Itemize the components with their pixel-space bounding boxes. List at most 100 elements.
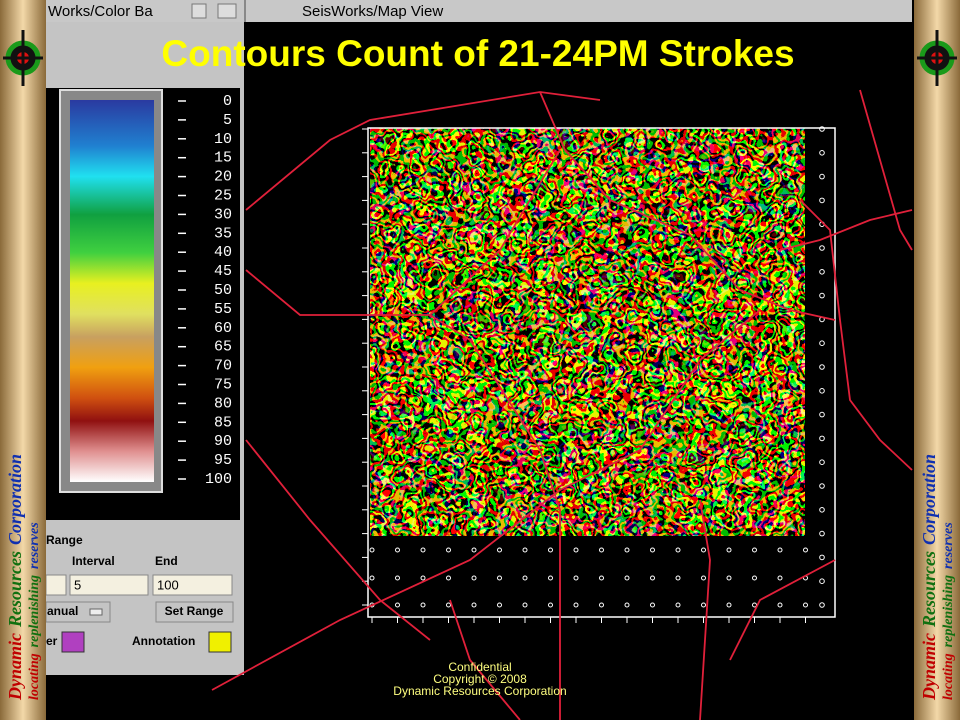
interval-label: Interval xyxy=(72,554,115,568)
range-heading: Range xyxy=(46,533,83,547)
color-bar-label: 90 xyxy=(214,433,232,450)
grid-dot xyxy=(752,575,757,581)
window-button[interactable] xyxy=(191,3,207,19)
set-range-button[interactable] xyxy=(155,601,234,623)
color-bar xyxy=(70,100,154,482)
grid-dot xyxy=(701,602,706,608)
grid-dot xyxy=(752,547,757,553)
grid-dot xyxy=(650,547,655,553)
grid-dot xyxy=(522,547,528,553)
color-bar-label: 5 xyxy=(223,112,232,129)
color-bar-label: 15 xyxy=(214,150,232,167)
boundary-line xyxy=(245,269,561,720)
boundary-line xyxy=(539,91,836,321)
grid-dot xyxy=(624,602,630,608)
footer-line: Confidential xyxy=(448,660,511,674)
grid-dot xyxy=(777,547,783,553)
side-banner xyxy=(914,0,960,720)
grid-dot xyxy=(701,575,706,581)
grid-dot xyxy=(369,575,375,581)
color-bar-label: 25 xyxy=(214,187,232,204)
slide-title: Contours Count of 21-24PM Strokes xyxy=(161,33,794,74)
grid-dot xyxy=(599,547,604,553)
grid-dot xyxy=(624,547,630,553)
boundary-line xyxy=(449,599,521,720)
boundary-line xyxy=(859,89,913,251)
color-bar-label: 20 xyxy=(214,169,232,186)
grid-dot xyxy=(726,602,732,608)
window-title: Works/Color Ba xyxy=(48,3,153,20)
grid-dot xyxy=(573,575,579,581)
banner-text: locating replenishing reserves xyxy=(27,522,42,700)
boundary-line xyxy=(729,559,836,661)
grid-dot xyxy=(471,602,477,608)
grid-dot xyxy=(803,602,808,608)
grid-dot xyxy=(819,507,825,513)
grid-dot xyxy=(650,602,655,608)
start-input[interactable] xyxy=(45,574,67,596)
grid-dot xyxy=(803,547,808,553)
grid-dot xyxy=(369,547,375,553)
grid-dot xyxy=(471,547,477,553)
banner-word: Resources xyxy=(5,551,25,628)
grid-dot xyxy=(446,575,451,581)
boundary-line xyxy=(245,439,431,641)
end-input[interactable] xyxy=(152,574,233,596)
grid-dot xyxy=(726,575,732,581)
grid-dot xyxy=(446,547,451,553)
grid-dot xyxy=(573,547,579,553)
banner-word: Resources xyxy=(919,551,939,628)
grid-dot xyxy=(675,575,681,581)
color-bar-label: 0 xyxy=(223,93,232,110)
interval-value: 5 xyxy=(74,577,81,592)
color-bar-label: 60 xyxy=(214,320,232,337)
color-bar-label: 70 xyxy=(214,358,232,375)
divider xyxy=(244,0,246,22)
grid-dot xyxy=(819,388,825,394)
banner-text: Dynamic Resources Corporation xyxy=(919,454,939,701)
end-label: End xyxy=(155,554,178,568)
color-bar-label: 10 xyxy=(214,131,232,148)
color-bar-label: 75 xyxy=(214,376,232,393)
color-bar-label: 35 xyxy=(214,225,232,242)
color-label: er xyxy=(46,634,58,648)
color-bar-label: 40 xyxy=(214,244,232,261)
annotation-swatch[interactable] xyxy=(208,631,232,653)
banner-word: locating xyxy=(27,653,42,700)
boundary-line xyxy=(429,149,561,316)
grid-dot xyxy=(599,602,604,608)
grid-dot xyxy=(522,602,528,608)
grid-dot xyxy=(819,150,825,156)
side-banner xyxy=(0,0,46,720)
banner-word: reserves xyxy=(27,522,42,569)
grid-dot xyxy=(819,269,825,275)
grid-dot xyxy=(819,578,825,585)
grid-dot xyxy=(395,575,400,581)
color-bar-label: 45 xyxy=(214,263,232,280)
grid-dot xyxy=(471,575,477,581)
boundary-line xyxy=(245,91,601,211)
dropdown-icon xyxy=(89,608,103,616)
grid-dot xyxy=(675,602,681,608)
window-button[interactable] xyxy=(217,3,237,19)
grid-dot xyxy=(819,411,825,418)
grid-dot xyxy=(650,575,655,581)
grid-dot xyxy=(548,602,553,608)
color-bar-label: 85 xyxy=(214,414,232,431)
banner-word: reserves xyxy=(941,522,956,569)
boundary-line xyxy=(699,499,711,720)
color-bar-label: 65 xyxy=(214,339,232,356)
mode-button-label: anual xyxy=(47,604,78,618)
footer-line: Copyright © 2008 xyxy=(433,672,527,686)
grid-dot xyxy=(819,245,825,251)
color-swatch[interactable] xyxy=(61,631,85,653)
grid-dot xyxy=(420,575,426,581)
banner-word: Corporation xyxy=(5,454,25,545)
color-bar-label: 50 xyxy=(214,282,232,299)
grid-dot xyxy=(819,435,825,442)
banner-text: Dynamic Resources Corporation xyxy=(5,454,25,701)
grid-dot xyxy=(420,602,426,608)
interval-input[interactable] xyxy=(69,574,149,596)
grid-dot xyxy=(819,530,825,537)
